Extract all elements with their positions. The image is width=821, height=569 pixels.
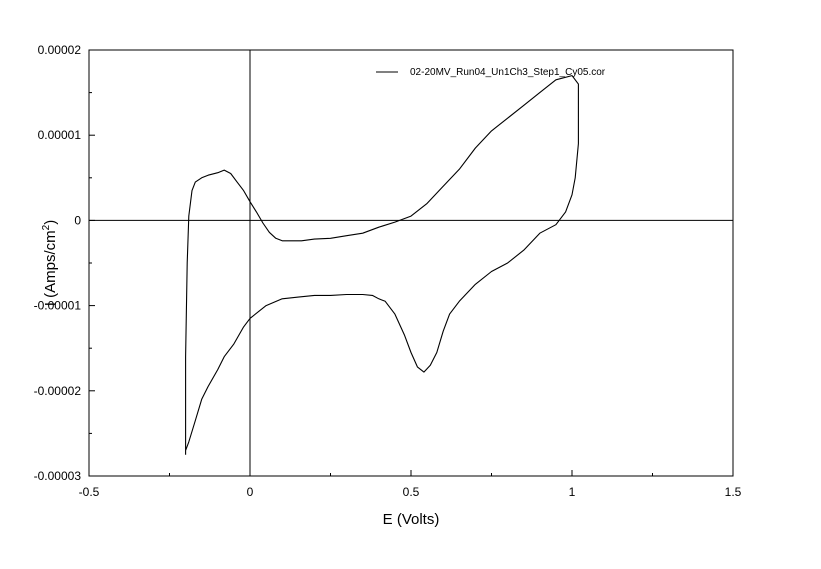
x-tick-label: 1 <box>569 485 576 499</box>
axis-tick-labels: -0.5 0 0.5 1 1.5 0.00002 0.00001 0 -0.00001 -0.00… <box>34 43 742 499</box>
y-tick-label: -0.00003 <box>34 469 82 483</box>
series-group <box>185 75 579 455</box>
y-axis-label-main: I (Amps/cm <box>42 230 59 306</box>
y-tick-label: 0.00001 <box>38 128 82 142</box>
x-tick-label: -0.5 <box>79 485 100 499</box>
y-tick-label: -0.00002 <box>34 384 82 398</box>
y-tick-label: 0 <box>74 213 81 227</box>
y-tick-label: 0.00002 <box>38 43 82 57</box>
x-axis-label: E (Volts) <box>383 511 440 528</box>
x-tick-label: 0 <box>247 485 254 499</box>
y-axis-label-superscript: 2 <box>41 224 52 230</box>
y-axis-label-close: ) <box>42 220 59 225</box>
y-tick-label: -0.00001 <box>34 299 82 313</box>
y-axis-label: I (Amps/cm2) <box>41 220 59 306</box>
legend-entry: 02-20MV_Run04_Un1Ch3_Step1_Cy05.cor <box>410 67 606 78</box>
x-tick-label: 0.5 <box>403 485 420 499</box>
x-tick-label: 1.5 <box>725 485 742 499</box>
legend: 02-20MV_Run04_Un1Ch3_Step1_Cy05.cor <box>376 67 606 78</box>
series-line <box>185 75 579 455</box>
